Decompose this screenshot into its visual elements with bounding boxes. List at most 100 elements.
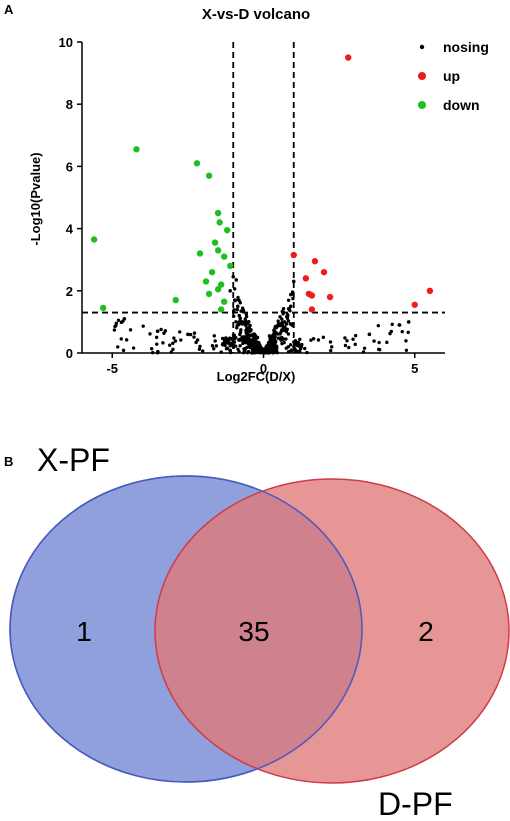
data-point-nosing xyxy=(280,320,285,325)
data-point-down xyxy=(214,209,222,217)
data-point-nosing xyxy=(220,336,225,341)
data-point-nosing xyxy=(292,340,296,344)
data-point-nosing xyxy=(240,335,244,339)
data-point-nosing xyxy=(141,324,145,328)
legend-marker-down xyxy=(418,101,426,109)
data-point-nosing xyxy=(351,337,355,341)
data-point-nosing xyxy=(149,347,154,351)
data-point-nosing xyxy=(253,349,258,353)
data-point-nosing xyxy=(284,322,289,326)
data-point-nosing xyxy=(161,341,165,345)
data-point-nosing xyxy=(286,345,290,349)
data-point-nosing xyxy=(234,320,238,324)
data-point-nosing xyxy=(233,344,238,348)
data-point-nosing xyxy=(266,343,271,348)
data-point-nosing xyxy=(116,318,121,323)
data-point-up xyxy=(308,292,316,299)
data-point-nosing xyxy=(188,332,193,337)
data-point-nosing xyxy=(220,342,225,347)
data-point-down xyxy=(220,298,228,305)
venn-set-b-circle xyxy=(154,478,510,784)
data-point-nosing xyxy=(288,343,293,347)
threshold-lines xyxy=(82,42,445,353)
data-point-nosing xyxy=(274,349,279,353)
data-point-nosing xyxy=(297,349,301,353)
data-point-nosing xyxy=(224,346,229,351)
panel-b-label: B xyxy=(4,454,13,469)
data-point-nosing xyxy=(244,335,248,339)
data-point-nosing xyxy=(298,337,302,341)
data-point-nosing xyxy=(131,346,136,350)
data-point-nosing xyxy=(223,342,227,346)
data-point-nosing xyxy=(289,348,294,352)
data-point-nosing xyxy=(288,304,293,309)
data-point-nosing xyxy=(253,344,257,348)
data-point-nosing xyxy=(250,348,255,352)
data-point-nosing xyxy=(281,312,285,316)
data-point-up xyxy=(411,301,418,308)
data-point-nosing xyxy=(269,342,274,346)
data-point-nosing xyxy=(286,332,291,336)
data-point-nosing xyxy=(239,328,243,332)
data-point-nosing xyxy=(247,345,252,349)
data-point-down xyxy=(211,239,219,246)
data-point-nosing xyxy=(192,335,196,339)
data-point-nosing xyxy=(186,332,190,337)
data-point-nosing xyxy=(239,309,243,313)
legend-marker-up xyxy=(418,72,426,80)
data-point-nosing xyxy=(229,337,233,341)
data-point-nosing xyxy=(178,330,182,334)
y-tick-label: 8 xyxy=(66,97,73,112)
data-point-nosing xyxy=(288,293,293,297)
data-point-nosing xyxy=(213,339,217,343)
legend-label-nosing: nosing xyxy=(443,39,489,55)
data-point-nosing xyxy=(258,344,262,348)
data-point-nosing xyxy=(235,307,240,312)
data-point-nosing xyxy=(250,339,255,344)
data-point-nosing xyxy=(345,338,349,343)
data-point-nosing xyxy=(238,344,242,348)
venn-set-a-label: X-PF xyxy=(37,442,110,478)
data-point-nosing xyxy=(179,338,183,342)
data-point-nosing xyxy=(385,340,389,345)
data-point-nosing xyxy=(242,349,247,353)
data-point-nosing xyxy=(347,345,351,350)
data-point-nosing xyxy=(271,345,275,349)
data-point-nosing xyxy=(280,317,284,321)
chart-title: X-vs-D volcano xyxy=(202,6,310,23)
y-tick-label: 4 xyxy=(66,222,74,237)
data-point-down xyxy=(193,160,201,167)
data-point-up xyxy=(290,251,297,259)
data-point-nosing xyxy=(286,306,291,311)
data-point-down xyxy=(196,250,204,257)
x-tick-label: 0 xyxy=(260,361,267,376)
data-point-down xyxy=(99,304,107,312)
data-point-nosing xyxy=(303,346,307,351)
venn-only-b-count: 2 xyxy=(418,616,434,647)
data-point-nosing xyxy=(400,329,404,334)
data-point-down xyxy=(214,286,222,293)
data-point-nosing xyxy=(237,313,242,318)
data-point-nosing xyxy=(237,298,241,303)
data-point-nosing xyxy=(231,309,236,313)
data-point-nosing xyxy=(241,340,246,345)
axes xyxy=(77,41,445,358)
data-point-nosing xyxy=(282,328,286,332)
data-point-nosing xyxy=(163,329,168,333)
y-tick-label: 2 xyxy=(66,284,73,299)
data-point-nosing xyxy=(390,322,394,327)
data-point-nosing xyxy=(171,347,175,352)
data-point-nosing xyxy=(353,342,357,347)
data-point-down xyxy=(214,247,222,254)
data-point-nosing xyxy=(171,341,175,345)
data-point-nosing xyxy=(404,348,409,352)
data-point-nosing xyxy=(200,349,205,353)
data-point-up xyxy=(308,306,316,313)
volcano-plot: X-vs-D volcano -5 0 5 0 2 4 6 8 10 Log2FC(D/X) -… xyxy=(28,6,489,384)
data-point-nosing xyxy=(128,328,133,332)
data-point-nosing xyxy=(297,344,301,348)
data-point-nosing xyxy=(233,299,237,303)
data-point-nosing xyxy=(290,290,295,294)
data-point-nosing xyxy=(271,333,275,337)
data-point-down xyxy=(216,219,223,226)
